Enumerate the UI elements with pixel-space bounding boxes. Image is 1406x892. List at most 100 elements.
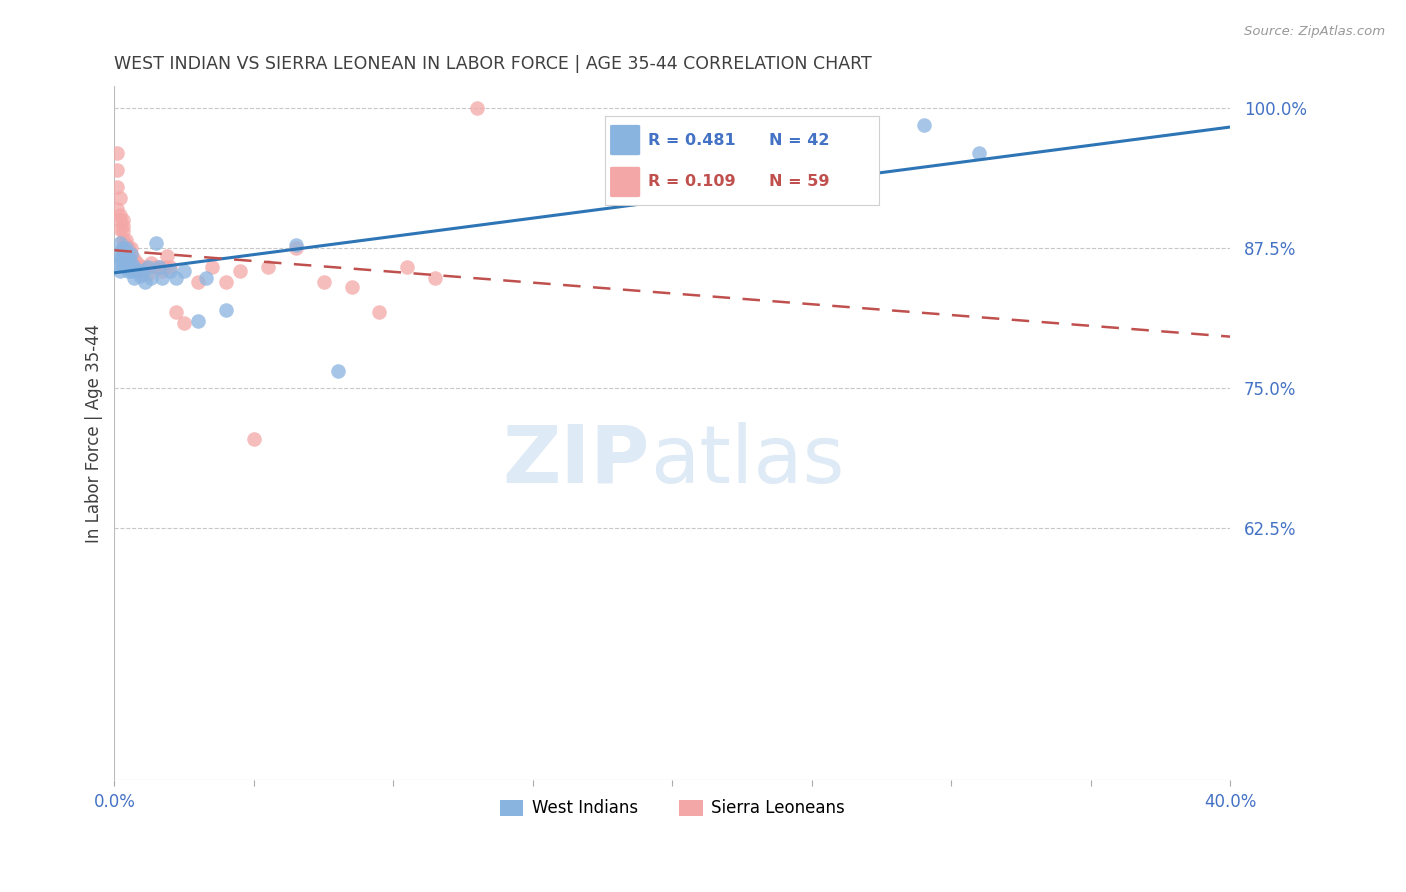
Point: [114, 247, 136, 261]
Point: [108, 208, 131, 222]
Point: [145, 235, 167, 250]
Point: [139, 271, 162, 285]
Point: [159, 260, 181, 275]
Point: [108, 252, 131, 267]
Point: [229, 263, 252, 277]
Point: [136, 267, 159, 281]
Point: [173, 316, 195, 330]
Text: R = 0.109: R = 0.109: [648, 175, 737, 189]
Point: [114, 238, 136, 252]
Point: [139, 256, 162, 270]
Point: [122, 260, 145, 275]
Point: [201, 260, 224, 275]
Point: [117, 252, 139, 267]
Point: [195, 271, 218, 285]
Point: [145, 260, 167, 275]
Point: [134, 275, 156, 289]
Point: [257, 260, 280, 275]
Point: [108, 263, 131, 277]
Point: [111, 224, 134, 238]
Point: [120, 260, 142, 275]
Point: [111, 249, 134, 263]
Point: [114, 241, 136, 255]
Point: [117, 244, 139, 259]
Point: [125, 263, 148, 277]
Text: Source: ZipAtlas.com: Source: ZipAtlas.com: [1244, 25, 1385, 38]
Point: [165, 305, 187, 319]
Legend: West Indians, Sierra Leoneans: West Indians, Sierra Leoneans: [494, 793, 852, 824]
Point: [122, 271, 145, 285]
Point: [284, 238, 307, 252]
FancyBboxPatch shape: [610, 125, 640, 155]
Point: [187, 275, 209, 289]
Point: [117, 249, 139, 263]
Point: [111, 241, 134, 255]
Point: [173, 263, 195, 277]
Point: [114, 247, 136, 261]
Point: [153, 260, 176, 275]
Point: [148, 260, 170, 275]
Point: [131, 263, 153, 277]
Point: [108, 222, 131, 236]
Point: [111, 241, 134, 255]
Point: [122, 258, 145, 272]
Point: [120, 252, 142, 267]
Point: [114, 252, 136, 267]
Point: [120, 241, 142, 255]
Point: [156, 249, 179, 263]
Point: [108, 213, 131, 227]
Point: [465, 101, 488, 115]
Point: [117, 247, 139, 261]
Point: [114, 241, 136, 255]
Point: [284, 241, 307, 255]
Text: WEST INDIAN VS SIERRA LEONEAN IN LABOR FORCE | AGE 35-44 CORRELATION CHART: WEST INDIAN VS SIERRA LEONEAN IN LABOR F…: [114, 55, 872, 73]
Point: [159, 263, 181, 277]
Point: [425, 271, 447, 285]
Point: [117, 260, 139, 275]
Point: [136, 260, 159, 275]
Point: [125, 256, 148, 270]
Point: [120, 247, 142, 261]
Point: [111, 233, 134, 247]
Point: [114, 256, 136, 270]
Point: [114, 233, 136, 247]
Point: [117, 263, 139, 277]
Point: [111, 258, 134, 272]
Point: [105, 179, 128, 194]
Point: [105, 146, 128, 161]
Point: [108, 191, 131, 205]
Text: ZIP: ZIP: [503, 422, 650, 500]
Point: [128, 269, 150, 284]
Point: [215, 275, 238, 289]
FancyBboxPatch shape: [610, 167, 640, 197]
Point: [969, 146, 991, 161]
Point: [108, 235, 131, 250]
Point: [105, 162, 128, 177]
Point: [117, 249, 139, 263]
Point: [340, 280, 363, 294]
Point: [131, 267, 153, 281]
Point: [117, 241, 139, 255]
Point: [120, 247, 142, 261]
Point: [368, 305, 391, 319]
Point: [912, 118, 935, 132]
Point: [128, 260, 150, 275]
Point: [128, 263, 150, 277]
Point: [134, 260, 156, 275]
Point: [105, 202, 128, 216]
Y-axis label: In Labor Force | Age 35-44: In Labor Force | Age 35-44: [86, 324, 103, 542]
Point: [396, 260, 419, 275]
Point: [111, 244, 134, 259]
Point: [148, 260, 170, 275]
Point: [165, 271, 187, 285]
Point: [122, 252, 145, 267]
Text: N = 59: N = 59: [769, 175, 830, 189]
Point: [125, 260, 148, 275]
Point: [105, 258, 128, 272]
Text: atlas: atlas: [650, 422, 845, 500]
Point: [114, 260, 136, 275]
Text: N = 42: N = 42: [769, 133, 830, 147]
Point: [111, 219, 134, 233]
Text: R = 0.481: R = 0.481: [648, 133, 737, 147]
Point: [111, 213, 134, 227]
